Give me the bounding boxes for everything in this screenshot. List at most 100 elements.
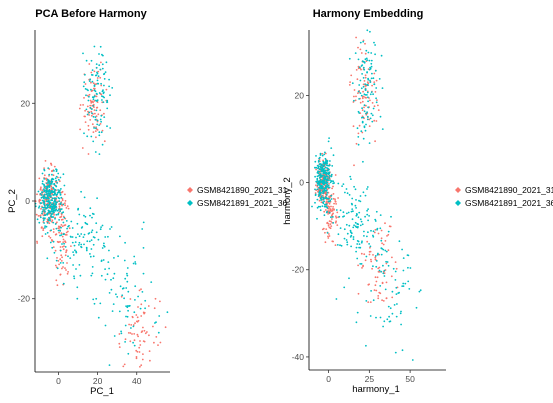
data-point [334, 174, 337, 176]
data-point [59, 262, 62, 264]
data-point [79, 128, 81, 131]
data-point [54, 249, 57, 252]
x-tick-label: 50 [405, 374, 415, 384]
data-point [367, 208, 369, 211]
data-point [100, 274, 103, 277]
data-point [346, 232, 349, 235]
data-point [42, 229, 45, 232]
data-point [374, 284, 377, 287]
data-point [42, 217, 45, 220]
y-tick-label: 0 [25, 196, 30, 206]
data-point [360, 220, 363, 223]
data-point [43, 186, 46, 188]
data-point [113, 335, 116, 337]
data-point [376, 227, 379, 230]
data-point [373, 81, 376, 83]
ticks-layer: 0 20 40 -20 0 20 [18, 98, 142, 386]
data-point [331, 187, 333, 190]
data-point [59, 273, 62, 276]
data-point [43, 202, 45, 205]
data-point [347, 211, 350, 214]
data-point [132, 262, 135, 265]
data-point [76, 222, 79, 225]
data-point [389, 307, 392, 310]
data-point [379, 285, 382, 287]
legend-marker-series-a [455, 187, 461, 193]
data-point [351, 218, 354, 221]
data-point [373, 289, 376, 291]
data-point [84, 121, 87, 123]
data-point [370, 59, 373, 62]
data-point [395, 315, 398, 318]
data-point [124, 324, 127, 327]
data-point [411, 359, 414, 361]
data-point [46, 182, 48, 185]
data-point [324, 209, 327, 211]
data-point [100, 120, 102, 123]
data-point [387, 264, 390, 267]
points-layer [311, 29, 422, 361]
data-point [369, 246, 371, 249]
data-point [93, 95, 96, 98]
data-point [89, 106, 92, 109]
data-point [335, 216, 338, 219]
data-point [363, 68, 366, 71]
data-point [97, 238, 100, 241]
y-axis-title: PC_2 [7, 189, 18, 213]
data-point [326, 172, 329, 175]
data-point [51, 199, 54, 202]
data-point [378, 269, 381, 272]
data-point [63, 245, 65, 248]
data-point [93, 127, 95, 129]
data-point [326, 206, 328, 209]
data-point [350, 210, 353, 213]
data-point [155, 336, 158, 338]
data-point [88, 80, 91, 82]
data-point [52, 205, 55, 208]
data-point [89, 78, 92, 81]
data-point [328, 202, 331, 205]
data-point [139, 365, 141, 368]
data-point [379, 214, 382, 217]
data-point [85, 246, 88, 249]
data-point [144, 332, 147, 335]
data-point [54, 206, 56, 208]
data-point [132, 324, 135, 326]
data-point [44, 233, 47, 235]
data-point [390, 275, 393, 278]
data-point [327, 140, 330, 143]
data-point [65, 220, 68, 222]
data-point [366, 213, 369, 216]
data-point [72, 251, 74, 254]
data-point [91, 229, 94, 232]
data-point [139, 340, 141, 342]
data-point [323, 203, 326, 206]
data-point [377, 104, 379, 107]
data-point [362, 40, 365, 43]
data-point [99, 76, 102, 79]
data-point [363, 253, 366, 256]
data-point [400, 323, 402, 326]
data-point [374, 256, 377, 259]
data-point [375, 79, 378, 82]
data-point [325, 189, 328, 192]
data-point [125, 315, 127, 318]
data-point [394, 270, 397, 273]
data-point [119, 235, 121, 238]
data-point [374, 228, 377, 231]
data-point [324, 241, 327, 244]
data-point [56, 192, 59, 194]
data-point [47, 209, 50, 212]
data-point [361, 109, 364, 111]
data-point [404, 282, 407, 285]
data-point [372, 93, 374, 96]
data-point [356, 127, 359, 130]
data-point [361, 64, 364, 66]
data-point [401, 349, 404, 352]
data-point [373, 83, 376, 85]
data-point [73, 244, 76, 247]
data-point [51, 216, 53, 219]
data-point [364, 42, 366, 45]
x-axis-title: harmony_1 [352, 384, 400, 395]
data-point [321, 169, 324, 172]
